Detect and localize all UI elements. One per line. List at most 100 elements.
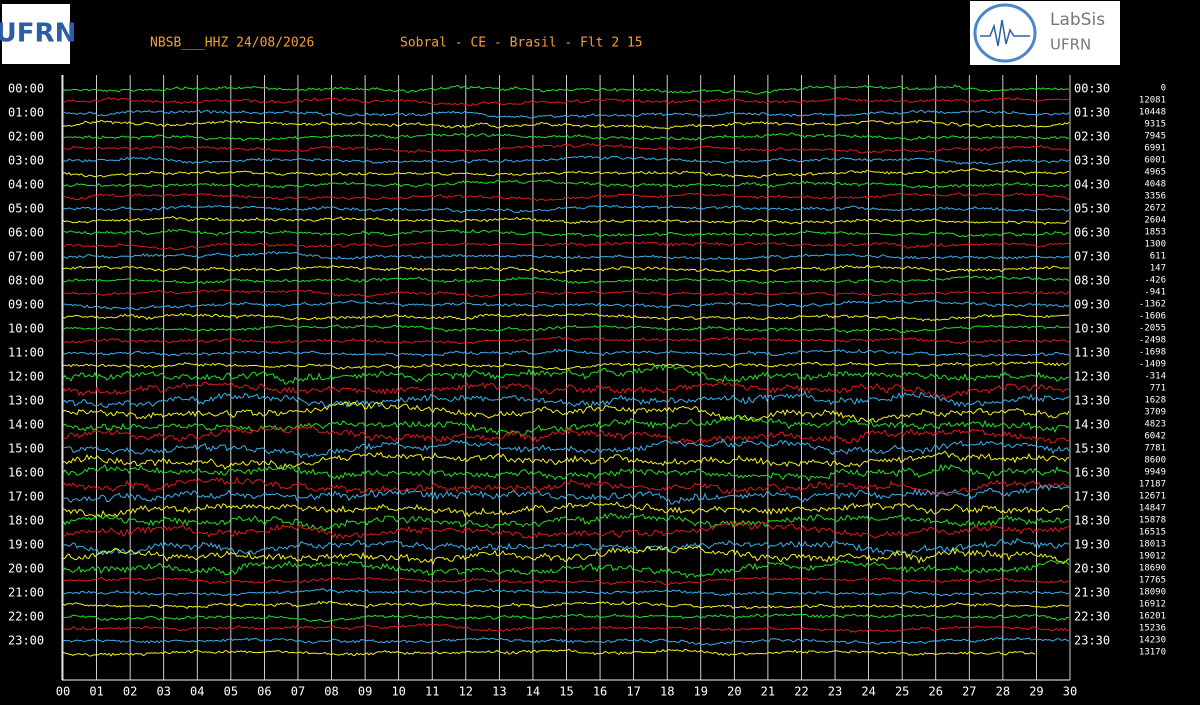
logo-left-box (2, 4, 70, 64)
right-time-label: 23:30 (1074, 634, 1110, 648)
trace-offset: -1362 (1139, 300, 1166, 310)
trace-offset: 2604 (1144, 216, 1166, 226)
trace-offset: 9315 (1144, 120, 1166, 130)
trace-offset: 17187 (1139, 480, 1166, 490)
right-time-label: 06:30 (1074, 226, 1110, 240)
trace-offset: 7945 (1144, 132, 1166, 142)
trace-offset: -426 (1144, 276, 1166, 286)
right-time-label: 15:30 (1074, 442, 1110, 456)
left-time-label: 09:00 (8, 298, 44, 312)
seismic-trace (62, 132, 1070, 142)
trace-offset: 13170 (1139, 648, 1166, 658)
x-tick-label: 17 (626, 685, 640, 699)
trace-offset: -1698 (1139, 348, 1166, 358)
trace-offset: -2498 (1139, 336, 1166, 346)
right-time-label: 09:30 (1074, 298, 1110, 312)
trace-offset: 1853 (1144, 228, 1166, 238)
right-time-label: 00:30 (1074, 82, 1110, 96)
trace-offset: 15236 (1139, 624, 1166, 634)
x-tick-label: 01 (89, 685, 103, 699)
right-time-label: 10:30 (1074, 322, 1110, 336)
seismic-trace (62, 623, 1070, 633)
right-time-label: 03:30 (1074, 154, 1110, 168)
trace-offset: 4823 (1144, 420, 1166, 430)
x-tick-label: 26 (929, 685, 943, 699)
trace-offset: -1409 (1139, 360, 1166, 370)
seismic-trace (62, 424, 1070, 445)
left-time-label: 18:00 (8, 514, 44, 528)
right-time-label: 21:30 (1074, 586, 1110, 600)
seismic-trace (62, 216, 1070, 226)
right-time-label: 14:30 (1074, 418, 1110, 432)
seismic-trace (62, 348, 1070, 358)
left-time-label: 15:00 (8, 442, 44, 456)
logo-right-sub: UFRN (1050, 36, 1091, 54)
x-tick-label: 19 (694, 685, 708, 699)
right-time-label: 08:30 (1074, 274, 1110, 288)
left-time-label: 10:00 (8, 322, 44, 336)
x-tick-label: 09 (358, 685, 372, 699)
left-time-label: 00:00 (8, 82, 44, 96)
left-time-label: 06:00 (8, 226, 44, 240)
trace-offset: -2055 (1139, 324, 1166, 334)
x-tick-label: 12 (459, 685, 473, 699)
trace-offset: 7781 (1144, 444, 1166, 454)
left-time-label: 17:00 (8, 490, 44, 504)
left-time-label: 02:00 (8, 130, 44, 144)
seismic-trace (62, 600, 1070, 610)
x-tick-label: 30 (1063, 685, 1077, 699)
right-time-label: 07:30 (1074, 250, 1110, 264)
seismic-trace (62, 512, 1070, 532)
x-tick-label: 02 (123, 685, 137, 699)
trace-offset: 3356 (1144, 192, 1166, 202)
x-tick-label: 11 (425, 685, 439, 699)
seismic-trace (62, 391, 1070, 409)
trace-offset: 771 (1150, 384, 1166, 394)
left-time-label: 20:00 (8, 562, 44, 576)
trace-offset: 16912 (1139, 600, 1166, 610)
left-time-label: 22:00 (8, 610, 44, 624)
left-time-label: 01:00 (8, 106, 44, 120)
left-time-label: 21:00 (8, 586, 44, 600)
seismic-trace (62, 289, 1070, 298)
x-tick-label: 03 (156, 685, 170, 699)
trace-offset: -314 (1144, 372, 1166, 382)
x-tick-label: 27 (962, 685, 976, 699)
trace-offset: 16515 (1139, 528, 1166, 538)
trace-offset: 12081 (1139, 96, 1166, 106)
seismic-trace (62, 275, 1070, 285)
seismic-trace (62, 484, 1070, 505)
right-time-label: 19:30 (1074, 538, 1110, 552)
seismic-trace (62, 414, 1070, 436)
right-time-label: 13:30 (1074, 394, 1110, 408)
x-tick-label: 28 (996, 685, 1010, 699)
right-time-label: 20:30 (1074, 562, 1110, 576)
seismic-trace (62, 204, 1070, 214)
seismic-trace (62, 119, 1070, 130)
seismic-trace (62, 544, 1070, 566)
left-time-label: 23:00 (8, 634, 44, 648)
left-time-label: 04:00 (8, 178, 44, 192)
seismic-trace (62, 501, 1070, 519)
trace-offset: 6001 (1144, 156, 1166, 166)
seismic-trace (62, 179, 1070, 189)
seismic-trace (62, 401, 1070, 423)
trace-offset: 18013 (1139, 540, 1166, 550)
trace-offset: -1606 (1139, 312, 1166, 322)
trace-offset: 4965 (1144, 168, 1166, 178)
seismic-trace (62, 312, 1070, 322)
trace-offset: 10448 (1139, 108, 1166, 118)
right-time-label: 17:30 (1074, 490, 1110, 504)
right-time-label: 11:30 (1074, 346, 1110, 360)
seismic-trace (62, 521, 1070, 540)
right-time-label: 16:30 (1074, 466, 1110, 480)
seismic-trace (62, 299, 1070, 311)
trace-offset: 3709 (1144, 408, 1166, 418)
x-tick-label: 20 (727, 685, 741, 699)
seismic-trace (62, 559, 1070, 579)
x-tick-label: 23 (828, 685, 842, 699)
right-time-label: 12:30 (1074, 370, 1110, 384)
right-time-label: 01:30 (1074, 106, 1110, 120)
left-time-label: 05:00 (8, 202, 44, 216)
